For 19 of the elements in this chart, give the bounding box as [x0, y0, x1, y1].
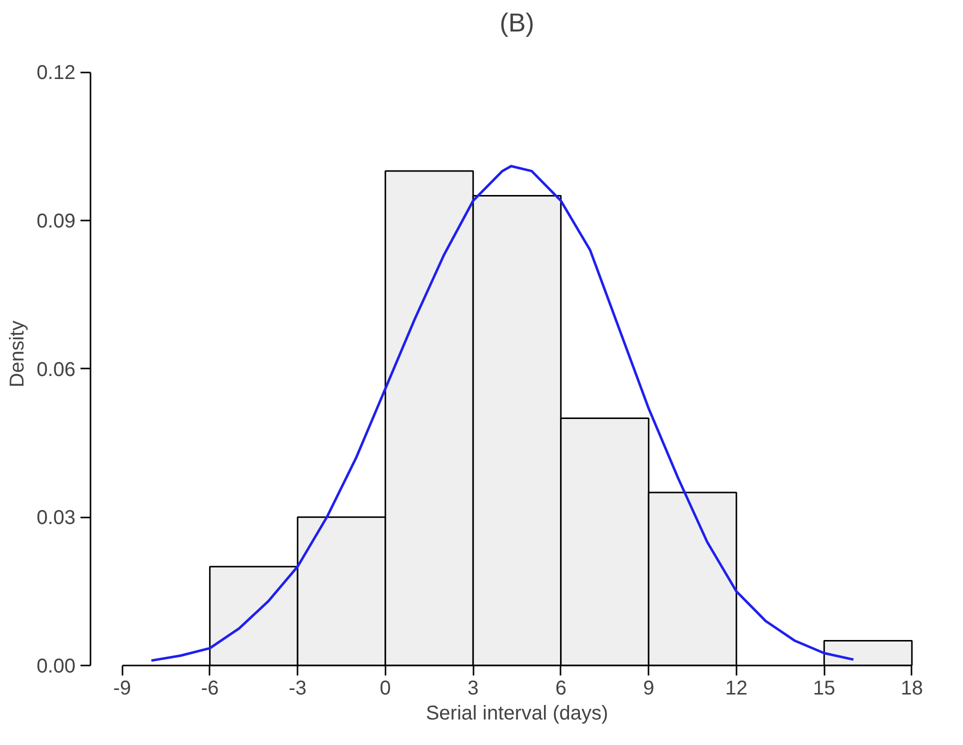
- x-tick-label: 0: [380, 678, 391, 700]
- x-tick-label: 12: [725, 678, 748, 700]
- y-tick-label: 0.09: [36, 210, 76, 232]
- y-tick-label: 0.12: [36, 62, 76, 84]
- x-tick-label: -6: [200, 678, 219, 700]
- x-tick-label: 3: [468, 678, 479, 700]
- x-tick-label: 15: [813, 678, 836, 700]
- x-tick-label: -9: [113, 678, 131, 700]
- chart-title: (B): [500, 8, 534, 38]
- x-tick-label: 9: [643, 678, 654, 700]
- line-series: [150, 164, 855, 662]
- x-tick-label: 6: [555, 678, 566, 700]
- x-tick-label: -3: [288, 678, 307, 700]
- y-tick-label: 0.03: [36, 507, 76, 530]
- y-tick-label: 0.00: [36, 656, 76, 678]
- y-axis-title: Density: [6, 320, 29, 388]
- x-axis-title: Serial interval (days): [426, 702, 608, 724]
- y-tick-label: 0.06: [36, 358, 76, 381]
- x-tick-label: 18: [900, 678, 924, 700]
